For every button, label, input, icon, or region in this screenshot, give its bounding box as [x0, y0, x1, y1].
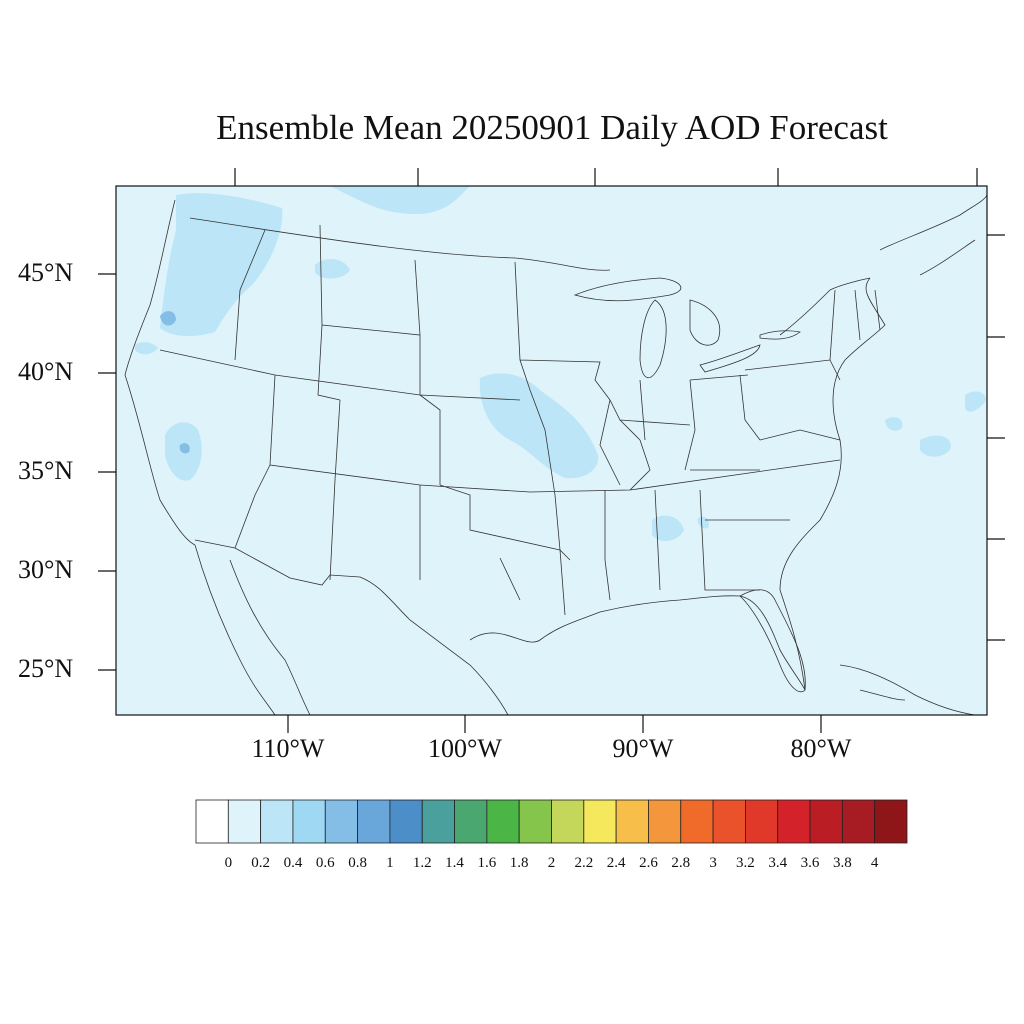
lake-huron — [689, 299, 721, 346]
colorbar-label: 1 — [386, 855, 394, 871]
lon-label-100: 100°W — [428, 734, 502, 763]
canada-border-east — [779, 277, 871, 336]
tick-marks — [98, 168, 1005, 733]
map-title: Ensemble Mean 20250901 Daily AOD Forecas… — [216, 108, 888, 147]
plume-atlantic-3 — [885, 417, 903, 431]
plume-oregon-coast — [135, 342, 158, 355]
colorbar-label: 3.6 — [800, 855, 820, 871]
colorbar-label: 2.4 — [606, 855, 626, 871]
florida — [739, 589, 806, 693]
colorbar-label: 3 — [709, 855, 717, 871]
mexico-border — [194, 539, 509, 716]
colorbar-label: 0 — [224, 855, 233, 871]
colorbar-label: 3.8 — [832, 855, 852, 871]
map-frame — [115, 185, 988, 716]
canada-border — [189, 217, 611, 271]
colorbar-label: 0.2 — [251, 855, 270, 871]
lat-label-25: 25°N — [18, 654, 74, 683]
colorbar-label: 0.8 — [348, 855, 367, 871]
aod-plumes — [135, 186, 986, 542]
lat-label-45: 45°N — [18, 258, 74, 287]
aod-hotspots — [160, 311, 190, 454]
lat-label-40: 40°N — [18, 357, 74, 386]
plume-southeast — [652, 515, 684, 542]
lon-label-80: 80°W — [790, 734, 852, 763]
colorbar-label: 3.2 — [736, 855, 755, 871]
colorbar-label: 2.6 — [639, 855, 658, 871]
state-lines — [159, 224, 881, 616]
plume-pacific-nw — [160, 193, 283, 337]
colorbar-label: 1.4 — [445, 855, 464, 871]
colorbar-label: 1.2 — [412, 855, 432, 871]
plume-atlantic-1 — [965, 391, 986, 412]
colorbar-label: 2.8 — [671, 855, 691, 871]
lake-superior — [573, 277, 682, 302]
boundaries — [124, 194, 988, 716]
atlantic-coast — [779, 277, 886, 691]
colorbar-label: 2 — [547, 855, 556, 871]
colorbar-label: 0.4 — [283, 855, 303, 871]
colorbar-label: 1.8 — [509, 855, 529, 871]
colorbar-label: 2.2 — [574, 855, 594, 871]
pacific-coast — [124, 199, 196, 546]
colorbar-label: 4 — [870, 855, 879, 871]
colorbar-label: 1.6 — [477, 855, 497, 871]
hotspot-oregon — [160, 311, 176, 326]
hotspot-nevada — [179, 443, 190, 454]
gulf-coast — [469, 595, 806, 691]
lake-michigan — [639, 299, 667, 378]
lon-label-110: 110°W — [251, 734, 325, 763]
lake-ontario — [759, 330, 801, 340]
cuba — [839, 664, 976, 716]
colorbar-label: 0.6 — [315, 855, 335, 871]
baja — [194, 544, 311, 716]
lake-erie — [699, 344, 761, 373]
plume-atlantic-2 — [920, 435, 951, 457]
lon-label-90: 90°W — [612, 734, 674, 763]
lat-label-30: 30°N — [18, 555, 74, 584]
lat-label-35: 35°N — [18, 456, 74, 485]
plume-canada-north — [330, 186, 470, 215]
plume-idaho — [315, 258, 350, 279]
maritimes — [879, 194, 988, 276]
colorbar-label: 3.4 — [768, 855, 788, 871]
